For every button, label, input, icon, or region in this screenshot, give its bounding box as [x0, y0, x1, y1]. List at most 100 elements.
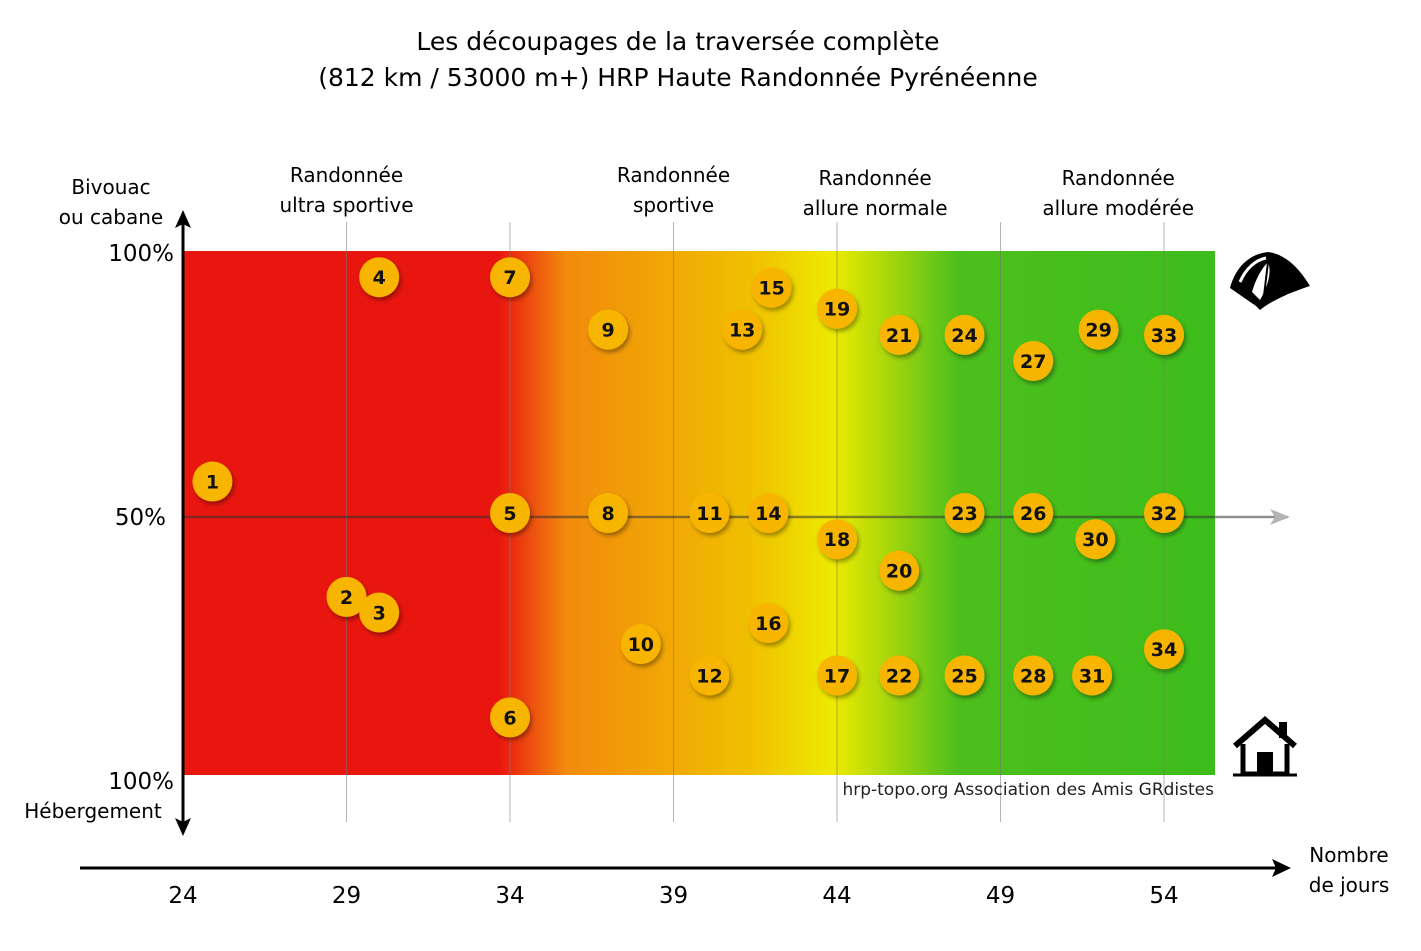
category-label: allure normale — [803, 196, 948, 220]
data-point-marker — [620, 624, 661, 664]
data-point-marker — [1144, 629, 1184, 670]
x-tick-label: 54 — [1149, 883, 1178, 909]
y-tick-label-mid: 50% — [115, 505, 166, 531]
x-tick-label: 29 — [332, 883, 361, 909]
category-label: Randonnée — [1062, 166, 1175, 190]
y-label-top-line-2: ou cabane — [59, 205, 163, 229]
data-point-marker — [1013, 493, 1054, 533]
data-point-marker — [817, 288, 857, 329]
category-labels: Randonnée ultra sportive Randonnée sportive… — [279, 163, 1194, 220]
data-point: 24 — [944, 314, 985, 355]
data-point-label: 16 — [755, 613, 781, 635]
data-point: 4 — [359, 257, 400, 298]
data-point-marker — [1144, 314, 1184, 355]
data-point-marker — [748, 603, 789, 644]
data-point-label: 34 — [1151, 639, 1177, 661]
x-tick-label: 49 — [986, 883, 1015, 909]
data-point-label: 4 — [373, 267, 386, 289]
data-point-label: 9 — [601, 320, 614, 342]
data-point-marker — [1144, 493, 1184, 533]
data-point: 31 — [1072, 655, 1113, 696]
data-point-label: 10 — [628, 634, 654, 656]
data-point: 3 — [359, 592, 400, 633]
x-label-line-1: Nombre — [1309, 843, 1388, 867]
data-point-label: 22 — [886, 665, 912, 687]
x-tick-label: 34 — [495, 883, 524, 909]
data-point: 27 — [1013, 341, 1054, 382]
data-point-label: 20 — [886, 561, 912, 583]
data-point: 1 — [192, 461, 233, 502]
data-point: 15 — [751, 267, 792, 308]
data-point-marker — [588, 493, 629, 533]
data-point-label: 26 — [1020, 503, 1046, 525]
category-label: allure modérée — [1042, 196, 1194, 220]
data-point: 8 — [588, 493, 629, 533]
data-points: 1234567891011121314151617181920212223242… — [192, 257, 1184, 738]
data-point: 33 — [1144, 314, 1184, 355]
data-point-marker — [490, 697, 530, 738]
data-point: 10 — [620, 624, 661, 664]
category-label: ultra sportive — [279, 193, 413, 217]
y-label-bottom: Hébergement — [24, 799, 162, 823]
data-point-label: 17 — [824, 665, 850, 687]
data-point: 26 — [1013, 493, 1054, 533]
data-point: 32 — [1144, 493, 1184, 533]
data-point: 13 — [722, 309, 763, 350]
data-point: 30 — [1075, 519, 1116, 560]
data-point-marker — [751, 267, 792, 308]
x-label-line-2: de jours — [1309, 873, 1389, 897]
data-point-label: 7 — [503, 267, 516, 289]
data-point-marker — [879, 314, 920, 355]
data-point: 7 — [490, 257, 530, 298]
data-point-marker — [689, 493, 730, 533]
data-point-label: 3 — [373, 603, 386, 625]
category-label: sportive — [633, 193, 714, 217]
y-tick-label-bottom: 100% — [108, 769, 174, 795]
y-axis-arrow-bottom — [175, 818, 191, 836]
data-point-label: 32 — [1151, 503, 1177, 525]
data-point-label: 18 — [824, 529, 850, 551]
data-point-marker — [1013, 655, 1054, 696]
data-point-label: 15 — [758, 278, 784, 300]
data-point: 20 — [879, 550, 920, 591]
data-point-marker — [359, 257, 400, 298]
data-point: 21 — [879, 314, 920, 355]
data-point-label: 25 — [951, 665, 977, 687]
data-point: 19 — [817, 288, 857, 329]
x-tick-label: 24 — [168, 883, 197, 909]
data-point-marker — [817, 655, 857, 696]
data-point-marker — [879, 655, 920, 696]
data-point-label: 24 — [951, 325, 977, 347]
data-point-label: 13 — [729, 320, 755, 342]
data-point: 25 — [944, 655, 985, 696]
category-label: Randonnée — [818, 166, 931, 190]
data-point: 34 — [1144, 629, 1184, 670]
data-point-label: 19 — [824, 299, 850, 321]
data-point-label: 11 — [696, 503, 722, 525]
data-point: 23 — [944, 493, 985, 533]
data-point-marker — [944, 655, 985, 696]
data-point-label: 27 — [1020, 351, 1046, 373]
data-point-marker — [192, 461, 233, 502]
data-point-label: 12 — [696, 665, 722, 687]
x-tick-labels: 24 29 34 39 44 49 54 — [168, 883, 1178, 909]
data-point: 6 — [490, 697, 530, 738]
data-point: 5 — [490, 493, 530, 533]
data-point-marker — [722, 309, 763, 350]
data-point: 14 — [748, 493, 789, 533]
data-point-marker — [1075, 519, 1116, 560]
data-point-label: 6 — [503, 707, 516, 729]
x-tick-label: 39 — [659, 883, 688, 909]
data-point: 11 — [689, 493, 730, 533]
data-point: 17 — [817, 655, 857, 696]
data-point-marker — [490, 493, 530, 533]
data-point-marker — [944, 314, 985, 355]
tent-icon — [1230, 252, 1310, 310]
data-point: 29 — [1078, 309, 1119, 350]
data-point-marker — [689, 655, 730, 696]
data-point: 18 — [817, 519, 857, 560]
data-point-marker — [1072, 655, 1113, 696]
chart-title-line-1: Les découpages de la traversée complète — [416, 27, 939, 56]
data-point-label: 31 — [1079, 665, 1105, 687]
